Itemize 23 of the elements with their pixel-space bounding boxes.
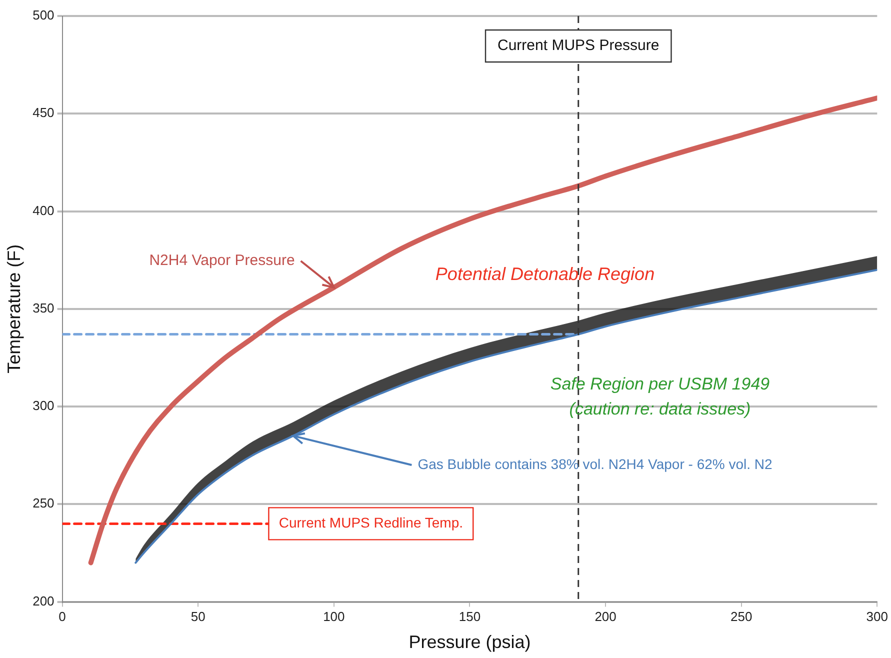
x-tick-label: 0 [58, 609, 66, 624]
annotation: (caution re: data issues) [569, 400, 751, 419]
y-tick-label: 450 [32, 105, 54, 120]
y-tick-label: 350 [32, 300, 54, 316]
y-tick-label: 200 [32, 593, 54, 608]
y-tick-label: 500 [32, 8, 54, 23]
y-tick-label: 300 [32, 398, 54, 414]
y-tick-label: 250 [32, 496, 54, 511]
annotation: Safe Region per USBM 1949 [550, 374, 770, 394]
annotation: Current MUPS Redline Temp. [278, 514, 463, 531]
x-tick-label: 200 [594, 609, 616, 624]
x-axis-title: Pressure (psia) [408, 632, 531, 652]
annotation: Gas Bubble contains 38% vol. N2H4 Vapor - 62% vol. N2 [418, 456, 773, 472]
ref-line-label: Current MUPS Pressure [498, 37, 660, 54]
x-tick-label: 250 [730, 609, 752, 624]
y-tick-label: 400 [32, 202, 54, 218]
x-tick-label: 100 [323, 609, 345, 624]
y-axis-title: Temperature (F) [4, 244, 24, 374]
x-tick-label: 150 [458, 609, 481, 624]
x-tick-label: 300 [866, 609, 888, 624]
x-tick-label: 50 [190, 609, 206, 624]
annotation: N2H4 Vapor Pressure [149, 252, 295, 270]
annotation: Potential Detonable Region [435, 264, 655, 284]
